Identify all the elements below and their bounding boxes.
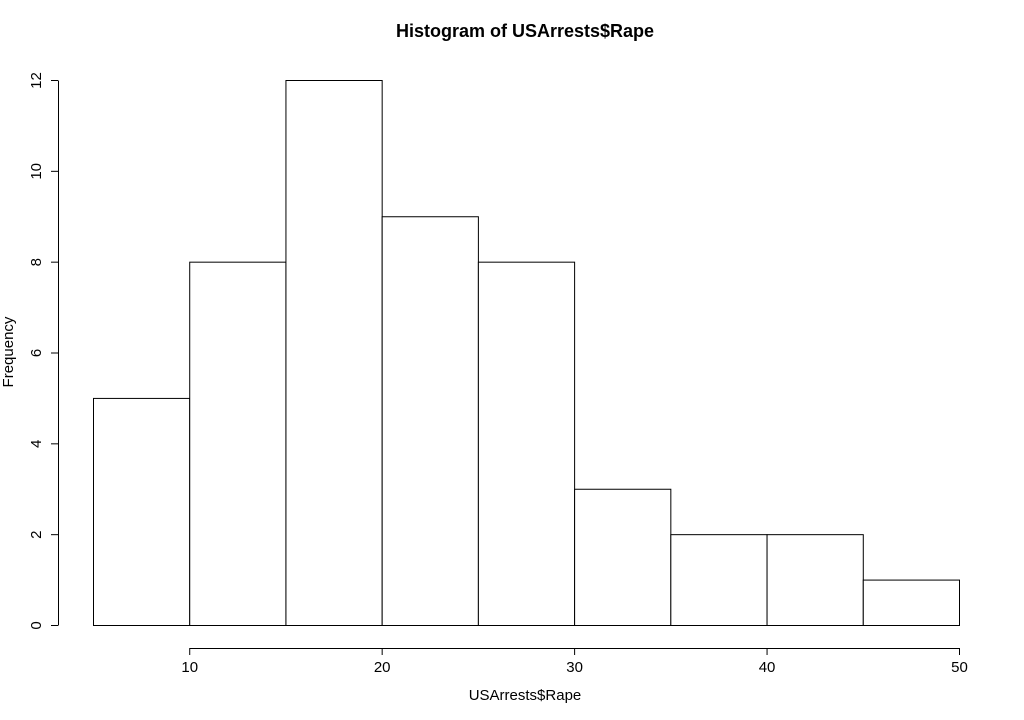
- y-tick-label-2: 2: [28, 530, 45, 538]
- histogram-bar-45-50: [862, 579, 960, 626]
- x-tick-label-40: 40: [759, 659, 776, 676]
- y-tick-label-6: 6: [28, 349, 45, 357]
- histogram-bar-40-45: [766, 534, 864, 627]
- histogram-bars: [93, 80, 960, 627]
- y-tick-label-10: 10: [28, 163, 45, 180]
- x-tick-label-30: 30: [566, 659, 583, 676]
- x-axis: 10 20 30 40 50: [181, 648, 968, 676]
- histogram-bar-25-30: [477, 261, 576, 626]
- histogram-bar-35-40: [670, 534, 768, 627]
- chart-title: Histogram of USArrests$Rape: [396, 21, 654, 41]
- histogram-bar-10-15: [189, 261, 287, 626]
- y-tick-label-12: 12: [28, 72, 45, 89]
- y-tick-label-0: 0: [28, 621, 45, 629]
- x-tick-label-20: 20: [374, 659, 391, 676]
- x-tick-label-10: 10: [181, 659, 198, 676]
- histogram-bar-20-25: [381, 216, 479, 626]
- y-axis-label: Frequency: [0, 316, 17, 387]
- y-tick-label-4: 4: [28, 440, 45, 448]
- x-tick-label-50: 50: [951, 659, 968, 676]
- x-axis-label: USArrests$Rape: [469, 687, 582, 704]
- histogram-bar-15-20: [285, 80, 383, 626]
- y-tick-label-8: 8: [28, 258, 45, 266]
- y-axis: 0 2 4 6 8 10 12: [28, 72, 59, 630]
- histogram-bar-5-10: [93, 397, 191, 626]
- histogram-bar-30-35: [574, 488, 672, 626]
